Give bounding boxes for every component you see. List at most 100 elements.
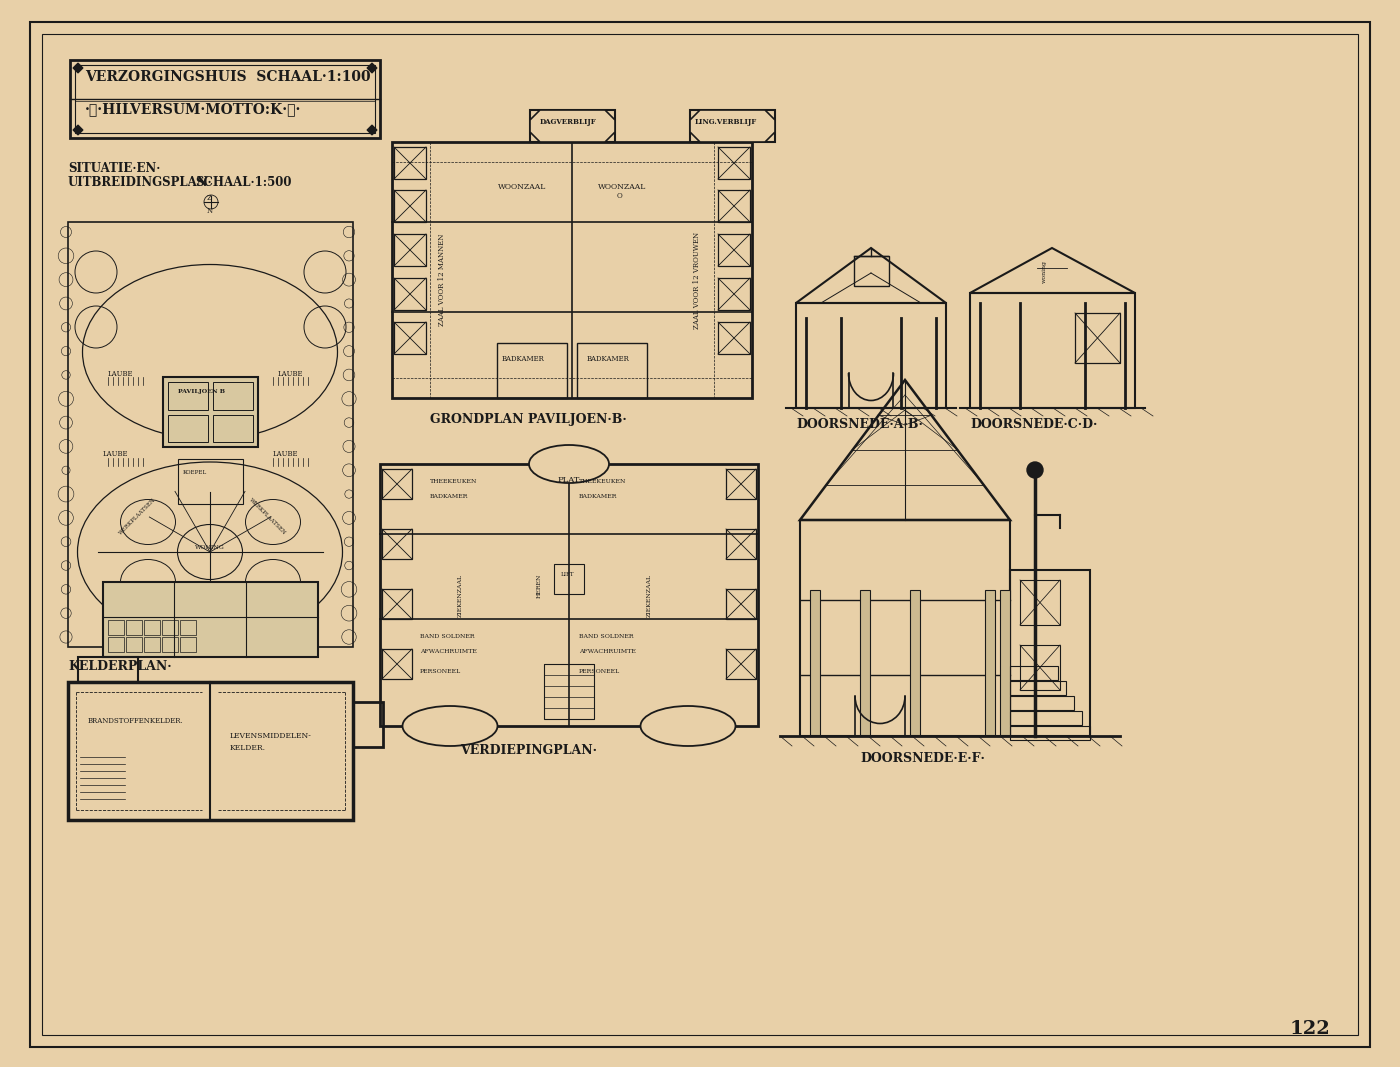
Bar — [382, 529, 412, 559]
Text: BADKAMER: BADKAMER — [587, 355, 630, 363]
Text: DOORSNEDE·A·B·: DOORSNEDE·A·B· — [797, 418, 923, 431]
Bar — [181, 637, 196, 652]
Bar — [78, 657, 139, 682]
Bar — [1000, 590, 1009, 735]
Text: DOORSNEDE·E·F·: DOORSNEDE·E·F· — [860, 752, 984, 765]
Text: PERSONEEL: PERSONEEL — [420, 669, 461, 674]
Text: HEREN: HEREN — [536, 574, 542, 599]
Circle shape — [1028, 462, 1043, 478]
Ellipse shape — [403, 706, 497, 746]
Bar — [545, 664, 594, 719]
Text: Z: Z — [207, 194, 211, 202]
Text: PERSONEEL: PERSONEEL — [580, 669, 620, 674]
Bar — [108, 637, 125, 652]
Bar — [1009, 570, 1091, 736]
Text: WOONZAAL: WOONZAAL — [598, 184, 647, 191]
Bar — [379, 464, 757, 726]
Text: WERKPLAATSEN: WERKPLAATSEN — [118, 497, 157, 536]
Bar — [727, 589, 756, 619]
Bar — [497, 343, 567, 398]
Text: BADKAMER: BADKAMER — [430, 494, 469, 499]
Bar — [718, 147, 750, 179]
Text: DOORSNEDE·C·D·: DOORSNEDE·C·D· — [970, 418, 1098, 431]
Bar — [213, 382, 253, 410]
Bar — [108, 620, 125, 635]
Text: ZAAL VOOR 12 VROUWEN: ZAAL VOOR 12 VROUWEN — [693, 232, 701, 329]
Bar — [162, 377, 258, 447]
Bar — [70, 60, 379, 138]
Bar — [727, 469, 756, 499]
Text: KOEPEL: KOEPEL — [183, 469, 207, 475]
Text: KELDER.: KELDER. — [230, 744, 266, 752]
Bar — [168, 382, 209, 410]
Text: woning: woning — [1042, 260, 1047, 283]
Bar — [554, 564, 584, 594]
Bar — [718, 234, 750, 266]
Bar — [382, 649, 412, 679]
Bar — [1009, 711, 1082, 724]
Text: ZIEKENZAAL: ZIEKENZAAL — [647, 574, 651, 617]
Bar — [178, 459, 244, 504]
Bar — [69, 222, 353, 647]
Polygon shape — [367, 125, 377, 136]
Text: UITBREIDINGSPLAN·: UITBREIDINGSPLAN· — [69, 176, 213, 189]
Bar — [718, 278, 750, 310]
Text: N: N — [207, 207, 213, 214]
Polygon shape — [531, 110, 615, 142]
Bar — [854, 256, 889, 286]
Bar — [1009, 681, 1065, 695]
Bar — [76, 65, 375, 133]
Text: SCHAAL·1:500: SCHAAL·1:500 — [195, 176, 291, 189]
Text: SITUATIE·EN·: SITUATIE·EN· — [69, 162, 161, 175]
Bar — [718, 322, 750, 354]
Bar — [1021, 644, 1060, 690]
Text: WERKPLAATSEN: WERKPLAATSEN — [248, 497, 287, 536]
Bar — [126, 620, 141, 635]
Bar — [393, 190, 426, 222]
Bar — [799, 520, 1009, 736]
Bar — [393, 234, 426, 266]
Text: AFWACHRUIMTE: AFWACHRUIMTE — [420, 649, 477, 654]
Bar — [1021, 580, 1060, 625]
Text: ZAAL VOOR 12 MANNEN: ZAAL VOOR 12 MANNEN — [438, 234, 447, 327]
Text: LAUBE: LAUBE — [273, 450, 298, 458]
Text: VERZORGINGSHUIS  SCHAAL·1:100: VERZORGINGSHUIS SCHAAL·1:100 — [85, 70, 371, 84]
Bar — [393, 147, 426, 179]
Text: BRANDSTOFFENKELDER.: BRANDSTOFFENKELDER. — [88, 717, 183, 724]
Bar — [382, 589, 412, 619]
Text: LAUBE: LAUBE — [108, 370, 133, 378]
Text: WOONZAAL: WOONZAAL — [498, 184, 546, 191]
Bar — [860, 590, 869, 735]
Bar — [393, 322, 426, 354]
Text: PLAT: PLAT — [557, 476, 580, 484]
Bar — [382, 469, 412, 499]
Bar — [213, 415, 253, 442]
Bar — [168, 415, 209, 442]
Text: ·✶·HILVERSUM·MOTTO:K·✶·: ·✶·HILVERSUM·MOTTO:K·✶· — [85, 102, 301, 116]
Text: LAUBE: LAUBE — [104, 450, 129, 458]
Polygon shape — [367, 63, 377, 73]
Text: 122: 122 — [1289, 1020, 1330, 1038]
Bar — [986, 590, 995, 735]
Bar — [392, 142, 752, 398]
Text: DAGVERBLIJF: DAGVERBLIJF — [540, 118, 596, 126]
Text: WONING: WONING — [195, 545, 225, 550]
Bar — [910, 590, 920, 735]
Text: VERDIEPINGPLAN·: VERDIEPINGPLAN· — [461, 744, 596, 757]
Text: GRONDPLAN PAVILJOEN·B·: GRONDPLAN PAVILJOEN·B· — [430, 413, 627, 426]
Text: LIFT: LIFT — [561, 572, 574, 577]
Text: THEEKEUKEN: THEEKEUKEN — [580, 479, 626, 484]
Bar — [797, 303, 946, 408]
Bar — [811, 590, 820, 735]
Text: BAND SOLDNER: BAND SOLDNER — [420, 634, 475, 639]
Bar — [104, 582, 318, 657]
Bar — [1009, 666, 1058, 680]
Bar — [181, 620, 196, 635]
Bar — [970, 293, 1135, 408]
Text: BAND SOLDNER: BAND SOLDNER — [580, 634, 633, 639]
Bar — [353, 702, 384, 747]
Bar — [144, 637, 160, 652]
Polygon shape — [73, 63, 83, 73]
Text: LING.VERBLIJF: LING.VERBLIJF — [694, 118, 757, 126]
Text: AFWACHRUIMTE: AFWACHRUIMTE — [580, 649, 636, 654]
